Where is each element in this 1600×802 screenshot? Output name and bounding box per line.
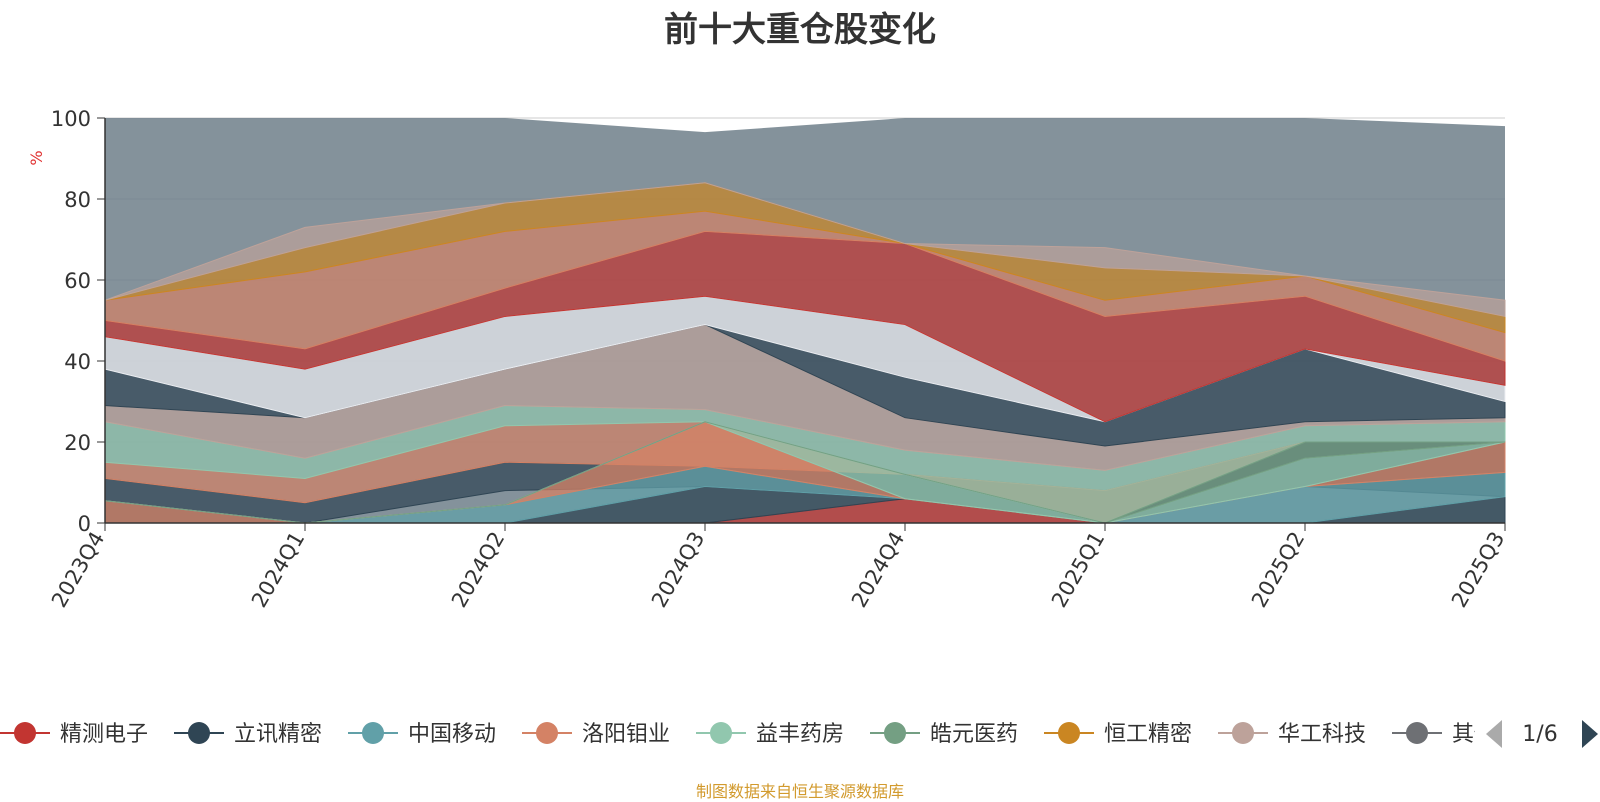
legend-item[interactable]: 华工科技: [1218, 722, 1366, 747]
legend: 精测电子 立讯精密 中国移动 洛阳钼业 益丰药房 皓元医药 恒工精密 华工科技 其他 1/6: [0, 710, 1600, 755]
chart-title: 前十大重仓股变化: [664, 10, 936, 50]
legend-swatch-dot: [362, 722, 384, 744]
series-area-皓元医药: [104, 421, 1506, 524]
legend-label: 中国移动: [408, 722, 496, 747]
x-tick-label: 2024Q4: [847, 528, 909, 612]
x-tick-label: 2024Q2: [447, 528, 509, 612]
legend-label: 精测电子: [60, 722, 148, 747]
legend-swatch-dot: [188, 722, 210, 744]
legend-label: 华工科技: [1278, 722, 1366, 747]
legend-swatch-dot: [710, 722, 732, 744]
legend-item[interactable]: 洛阳钼业: [522, 722, 670, 747]
legend-item[interactable]: 皓元医药: [870, 722, 1018, 747]
band-upper: [104, 182, 1506, 318]
legend-item[interactable]: 中国移动: [348, 722, 496, 747]
legend-swatch-dot: [1058, 722, 1080, 744]
legend-label: 立讯精密: [234, 722, 322, 747]
legend-swatch-dot: [884, 722, 906, 744]
x-tick-label: 2024Q3: [647, 528, 709, 612]
x-tick-label: 2023Q4: [47, 528, 109, 612]
legend-label: 皓元医药: [930, 722, 1018, 747]
legend-swatch-dot: [536, 722, 558, 744]
x-tick-label: 2024Q1: [247, 528, 309, 612]
y-tick-label: 40: [64, 350, 91, 374]
legend-item[interactable]: 益丰药房: [696, 722, 844, 747]
legend-prev-page-icon[interactable]: [1486, 720, 1502, 748]
legend-item[interactable]: 立讯精密: [174, 722, 322, 747]
legend-label: 益丰药房: [756, 722, 844, 747]
legend-swatch-dot: [14, 722, 36, 744]
legend-item[interactable]: 精测电子: [0, 722, 148, 747]
y-tick-label: 20: [64, 431, 91, 455]
y-tick-label: 100: [51, 107, 91, 131]
y-tick-label: 60: [64, 269, 91, 293]
legend-label: 洛阳钼业: [582, 722, 670, 747]
y-tick-label: 0: [78, 512, 91, 536]
legend-swatch-dot: [1406, 722, 1428, 744]
source-note: 制图数据来自恒生聚源数据库: [695, 782, 904, 801]
x-tick-label: 2025Q1: [1047, 528, 1109, 612]
x-tick-label: 2025Q2: [1247, 528, 1309, 612]
area-bands: [104, 118, 1506, 524]
x-tick-label: 2025Q3: [1447, 528, 1509, 612]
legend-item[interactable]: 恒工精密: [1044, 722, 1192, 747]
y-axis-label: %: [27, 150, 46, 165]
y-tick-label: 80: [64, 188, 91, 212]
legend-next-page-icon[interactable]: [1582, 720, 1598, 748]
legend-swatch-dot: [1232, 722, 1254, 744]
legend-label: 恒工精密: [1104, 722, 1192, 747]
legend-page-indicator: 1/6: [1522, 722, 1557, 747]
